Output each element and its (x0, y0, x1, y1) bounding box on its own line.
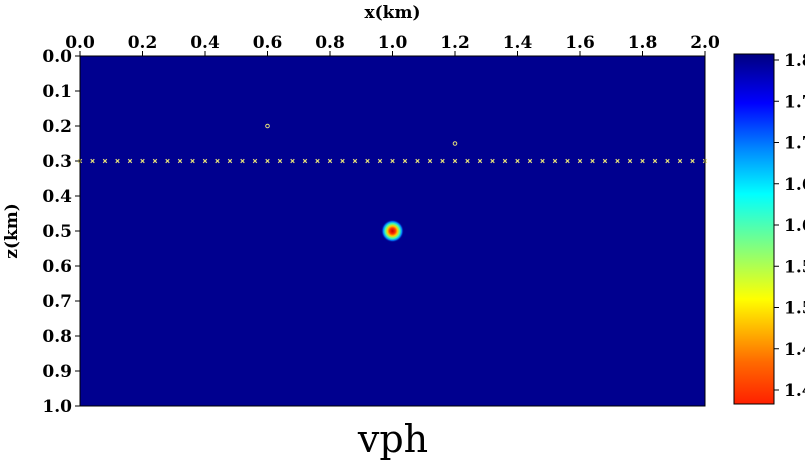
receiver-marker (115, 158, 120, 164)
x-tick-label: 0.4 (190, 33, 220, 53)
receiver-marker (190, 158, 195, 164)
receiver-marker (277, 158, 283, 164)
receiver-marker (340, 158, 345, 164)
chart-title: vph (357, 417, 428, 461)
y-tick-label: 0.7 (42, 292, 72, 312)
y-tick-label: 0.9 (42, 362, 72, 382)
colorbar-tick-label: 1.6 (784, 175, 805, 195)
receiver-marker (215, 158, 220, 164)
x-tick-label: 1.4 (503, 33, 533, 53)
y-tick-label: 0.2 (42, 117, 72, 137)
x-tick-label: 1.2 (440, 33, 470, 53)
y-tick-label: 1.0 (42, 397, 72, 417)
receiver-marker (327, 158, 333, 164)
receiver-marker (202, 158, 208, 164)
y-tick-label: 0.0 (42, 47, 72, 67)
x-tick-label: 1.0 (378, 33, 408, 53)
receiver-marker (652, 158, 658, 164)
receiver-marker (615, 158, 620, 164)
velocity-anomaly (381, 219, 404, 243)
x-axis-label: x(km) (365, 3, 421, 23)
y-tick-label: 0.1 (42, 82, 72, 102)
source-marker (265, 123, 270, 129)
source-marker (452, 141, 458, 146)
receiver-marker (690, 158, 695, 164)
receiver-marker (402, 158, 408, 164)
colorbar-tick-label: 1.8 (784, 51, 805, 71)
receiver-marker (390, 158, 395, 164)
receiver-marker (552, 158, 558, 164)
y-tick-label: 0.8 (42, 327, 72, 347)
y-axis-label: z(km) (2, 203, 22, 259)
receiver-marker (127, 158, 133, 164)
colorbar-tick-label: 1.5 (784, 299, 805, 319)
receiver-marker (627, 158, 633, 164)
x-tick-label: 1.8 (628, 33, 658, 53)
y-tick-label: 0.3 (42, 152, 72, 172)
receiver-marker (452, 158, 458, 164)
colorbar-tick-label: 1.4 (784, 381, 805, 401)
receiver-marker (665, 158, 670, 164)
x-tick-label: 0.6 (253, 33, 283, 53)
receiver-marker (377, 158, 383, 164)
receiver-marker (140, 158, 145, 164)
receiver-marker (677, 158, 683, 164)
receiver-marker (515, 158, 520, 164)
receiver-marker (527, 158, 533, 164)
receiver-marker (490, 158, 495, 164)
receiver-marker (577, 158, 583, 164)
y-tick-label: 0.6 (42, 257, 72, 277)
colorbar-tick-label: 1.4 (784, 340, 805, 360)
receiver-marker (90, 158, 95, 164)
y-tick-label: 0.5 (42, 222, 72, 242)
receiver-marker (465, 158, 470, 164)
colorbar (733, 53, 775, 405)
receiver-marker (590, 158, 595, 164)
receiver-marker (315, 158, 320, 164)
x-tick-label: 0.0 (65, 33, 95, 53)
receiver-marker (602, 158, 608, 164)
y-tick-label: 0.4 (42, 187, 72, 207)
receiver-marker (165, 158, 170, 164)
colorbar-tick-label: 1.7 (784, 134, 805, 154)
receiver-marker (152, 158, 158, 164)
receiver-marker (352, 158, 358, 164)
receiver-marker (427, 158, 433, 164)
receiver-marker (565, 158, 570, 164)
receiver-marker (415, 158, 420, 164)
receiver-marker (502, 158, 508, 164)
receiver-marker (302, 158, 308, 164)
receiver-marker (102, 158, 108, 164)
x-tick-label: 0.2 (128, 33, 158, 53)
receiver-marker (265, 158, 270, 164)
receiver-marker (227, 158, 233, 164)
x-tick-label: 1.6 (565, 33, 595, 53)
receiver-marker (365, 158, 370, 164)
colorbar-tick-label: 1.5 (784, 257, 805, 277)
x-tick-label: 2.0 (690, 33, 720, 53)
colorbar-tick-label: 1.6 (784, 216, 805, 236)
receiver-marker (540, 158, 545, 164)
receiver-marker (290, 158, 295, 164)
receiver-marker (477, 158, 483, 164)
colorbar-tick-label: 1.7 (784, 92, 805, 112)
x-tick-label: 0.8 (315, 33, 345, 53)
receiver-marker (640, 158, 645, 164)
receiver-marker (440, 158, 445, 164)
receiver-marker (240, 158, 245, 164)
receiver-marker (252, 158, 258, 164)
receiver-marker (177, 158, 183, 164)
